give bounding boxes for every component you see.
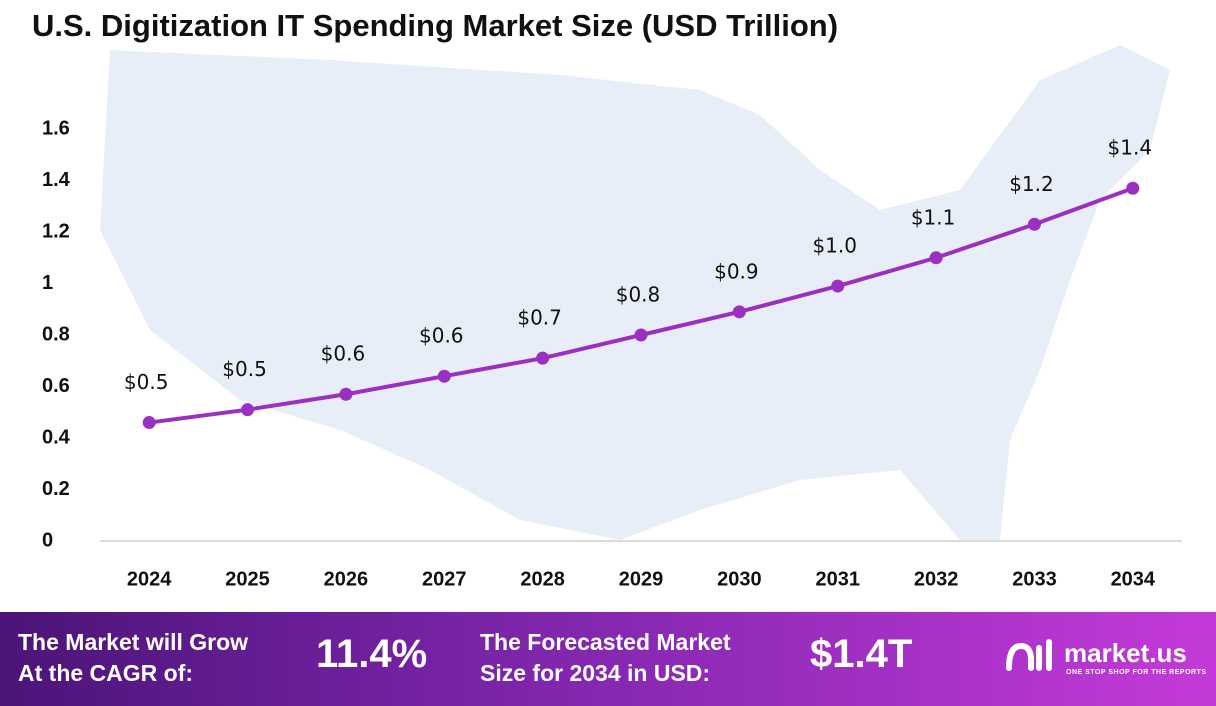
marker	[437, 369, 451, 383]
value-label: $0.7	[517, 306, 562, 330]
value-label: $1.0	[812, 234, 857, 258]
x-tick-label: 2034	[1111, 568, 1156, 590]
x-tick-label: 2024	[127, 568, 172, 590]
y-tick-label: 0	[42, 529, 53, 551]
x-tick-label: 2026	[324, 568, 369, 590]
x-tick-label: 2025	[225, 568, 270, 590]
cagr-label-line: The Market will Grow	[18, 629, 249, 655]
y-tick-label: 0.8	[42, 323, 70, 345]
value-label: $0.9	[714, 259, 759, 283]
forecast-label-line: The Forecasted Market	[480, 629, 731, 655]
chart-title: U.S. Digitization IT Spending Market Siz…	[32, 8, 838, 43]
y-tick-label: 0.2	[42, 478, 70, 500]
y-tick-label: 1	[42, 272, 53, 294]
marker	[241, 403, 255, 417]
value-label: $0.6	[321, 342, 366, 366]
marker	[929, 251, 943, 265]
footer: The Market will Grow At the CAGR of: 11.4…	[0, 612, 1216, 706]
value-label: $1.4	[1108, 136, 1153, 160]
value-label: $0.5	[222, 357, 267, 381]
logo-icon	[1006, 639, 1052, 671]
value-label: $0.8	[616, 283, 661, 307]
y-tick-label: 0.6	[42, 375, 70, 397]
marker	[142, 416, 156, 430]
value-label: $1.2	[1009, 172, 1054, 196]
value-label: $0.5	[124, 370, 169, 394]
x-tick-label: 2033	[1012, 568, 1057, 590]
x-tick-label: 2029	[619, 568, 664, 590]
y-tick-label: 0.4	[42, 426, 71, 448]
marker	[1126, 181, 1140, 195]
value-label: $1.1	[911, 205, 956, 229]
cagr-label: The Market will Grow At the CAGR of:	[18, 627, 248, 689]
forecast-label-line: Size for 2034 in USD:	[480, 660, 711, 686]
chart: U.S. Digitization IT Spending Market Siz…	[32, 8, 1182, 590]
x-tick-label: 2031	[815, 568, 860, 590]
map-background	[100, 45, 1170, 540]
y-tick-label: 1.6	[42, 117, 70, 139]
forecast-label: The Forecasted Market Size for 2034 in US…	[480, 627, 731, 689]
x-tick-label: 2030	[717, 568, 762, 590]
y-tick-label: 1.2	[42, 220, 70, 242]
marker	[634, 328, 648, 342]
marker	[732, 305, 746, 319]
x-tick-label: 2032	[914, 568, 959, 590]
tagline: ONE STOP SHOP FOR THE REPORTS	[1066, 669, 1207, 676]
brand: market.us	[1064, 638, 1187, 668]
x-tick-label: 2028	[520, 568, 565, 590]
x-tick-label: 2027	[422, 568, 467, 590]
marker	[1027, 217, 1041, 231]
cagr-value: 11.4%	[316, 632, 428, 676]
marker	[831, 279, 845, 293]
marker	[536, 351, 550, 365]
forecast-value: $1.4T	[810, 632, 913, 676]
value-label: $0.6	[419, 324, 464, 348]
cagr-label-line: At the CAGR of:	[18, 660, 194, 686]
y-tick-label: 1.4	[42, 169, 71, 191]
marker	[339, 387, 353, 401]
